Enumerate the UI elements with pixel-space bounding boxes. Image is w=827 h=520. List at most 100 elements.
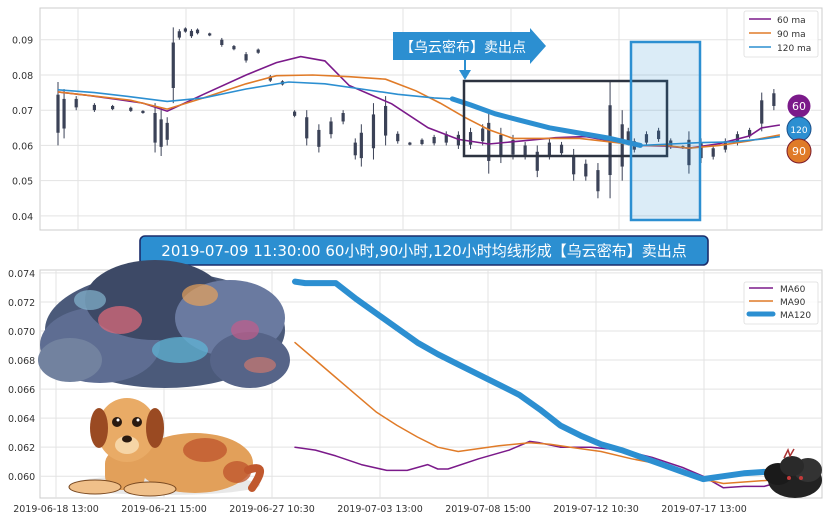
candle-body <box>74 98 78 108</box>
bottom-y-tick-label: 0.072 <box>8 298 35 309</box>
candle-body <box>189 30 194 37</box>
candle-body <box>748 129 752 137</box>
candle-body <box>432 136 436 144</box>
bottom-legend-entry: MA60 <box>780 285 806 295</box>
candle-body <box>547 142 551 156</box>
candle-body <box>268 76 272 81</box>
candle-body <box>396 133 400 142</box>
candle-body <box>384 105 388 136</box>
candle-body <box>353 142 357 156</box>
svg-text:60: 60 <box>792 100 806 113</box>
candle-body <box>408 142 412 145</box>
candle-body <box>329 121 333 135</box>
candle-body <box>687 139 691 166</box>
ma120-badge: 120 <box>786 116 812 142</box>
highlight-band <box>629 40 702 222</box>
top-legend-entry: 60 ma <box>777 16 806 26</box>
candle-body <box>141 110 145 114</box>
candle-body <box>499 134 503 156</box>
candle-body <box>468 132 473 145</box>
bottom-y-tick-label: 0.074 <box>8 269 35 280</box>
bottom-legend-entry: MA120 <box>780 311 811 321</box>
candle-body <box>171 42 175 88</box>
candle-body <box>559 144 564 154</box>
candle-body <box>535 151 539 171</box>
candle-body <box>371 114 376 149</box>
top-y-tick-label: 0.04 <box>12 212 33 223</box>
sell-point-arrow-label: 【乌云密布】卖出点 <box>400 39 526 56</box>
candle-body <box>183 28 187 32</box>
sell-point-arrow: 【乌云密布】卖出点 <box>393 28 546 80</box>
candle-body <box>657 130 661 140</box>
candle-body <box>159 119 163 147</box>
top-y-ticks: 0.04 0.05 0.06 0.07 0.08 0.09 <box>12 36 33 223</box>
candle-body <box>620 124 624 167</box>
candle-body <box>444 134 448 143</box>
chart-title: 2019-07-09 11:30:00 60小时,90小时,120小时均线形成【… <box>161 242 686 260</box>
storm-cloud-icon <box>38 260 290 388</box>
candle-body <box>772 93 776 106</box>
candle-body <box>596 170 600 192</box>
candle-body <box>177 31 181 38</box>
candle-body <box>523 145 527 156</box>
highlight-window <box>462 79 669 158</box>
candle-body <box>195 29 200 34</box>
candle-body <box>644 134 649 143</box>
bottom-x-tick-label: 2019-07-17 13:00 <box>661 504 747 515</box>
candle-body <box>208 33 212 36</box>
candle-body <box>341 113 345 122</box>
candle-body <box>572 155 576 175</box>
svg-text:90: 90 <box>792 145 806 158</box>
candle-body <box>481 128 485 142</box>
title-banner: 2019-07-09 11:30:00 60小时,90小时,120小时均线形成【… <box>139 235 709 286</box>
candle-body <box>153 113 157 143</box>
ma60-badge: 60 <box>786 93 812 119</box>
candle-body <box>317 129 321 147</box>
bottom-legend: MA60 MA90 MA120 <box>743 281 819 325</box>
top-legend: 60 ma 90 ma 120 ma <box>743 10 819 58</box>
bottom-y-tick-label: 0.068 <box>8 356 35 367</box>
dog-icon <box>68 398 264 497</box>
top-series-lines <box>57 55 781 150</box>
candle-body <box>760 100 764 124</box>
candle-body <box>62 98 66 129</box>
top-legend-entry: 90 ma <box>777 30 806 40</box>
bottom-x-tick-label: 2019-07-12 10:30 <box>553 504 639 515</box>
bottom-y-tick-label: 0.066 <box>8 385 35 396</box>
candle-body <box>129 107 133 111</box>
candle-body <box>165 122 169 140</box>
bottom-x-tick-label: 2019-07-08 15:00 <box>445 504 531 515</box>
candle-body <box>305 117 309 139</box>
candle-body <box>244 54 248 61</box>
bottom-y-ticks: 0.060 0.062 0.064 0.066 0.068 0.070 0.072 0.074 <box>8 269 35 483</box>
bottom-y-tick-label: 0.064 <box>8 414 35 425</box>
bottom-legend-entry: MA90 <box>780 298 806 308</box>
candle-body <box>220 39 224 45</box>
top-legend-entry: 120 ma <box>777 44 811 54</box>
candle-body <box>420 139 424 145</box>
candle-body <box>359 132 363 159</box>
candle-body <box>584 163 588 177</box>
bottom-series-line-ma60 <box>294 440 806 489</box>
bottom-y-tick-label: 0.062 <box>8 443 35 454</box>
candle-body <box>92 104 96 111</box>
bottom-y-tick-label: 0.070 <box>8 327 35 338</box>
candle-body <box>111 105 115 110</box>
bottom-series-line-ma120 <box>292 278 808 483</box>
top-y-tick-label: 0.05 <box>12 177 33 188</box>
top-chart: 0.04 0.05 0.06 0.07 0.08 0.09 【乌云密布】卖出点 60 ma… <box>12 7 823 231</box>
bottom-x-tick-label: 2019-06-27 10:30 <box>229 504 315 515</box>
black-cloud-icon <box>764 448 822 498</box>
bottom-series-line-ma90 <box>294 341 806 485</box>
top-y-tick-label: 0.06 <box>12 141 33 152</box>
bottom-series-lines <box>292 278 808 489</box>
top-y-tick-label: 0.08 <box>12 71 33 82</box>
candle-body <box>711 148 715 157</box>
candle-body <box>56 94 60 133</box>
candle-body <box>723 141 727 150</box>
candle-body <box>293 111 297 116</box>
ma90-badge: 90 <box>786 138 812 164</box>
bottom-x-tick-label: 2019-07-03 13:00 <box>337 504 423 515</box>
candle-body <box>487 122 491 161</box>
